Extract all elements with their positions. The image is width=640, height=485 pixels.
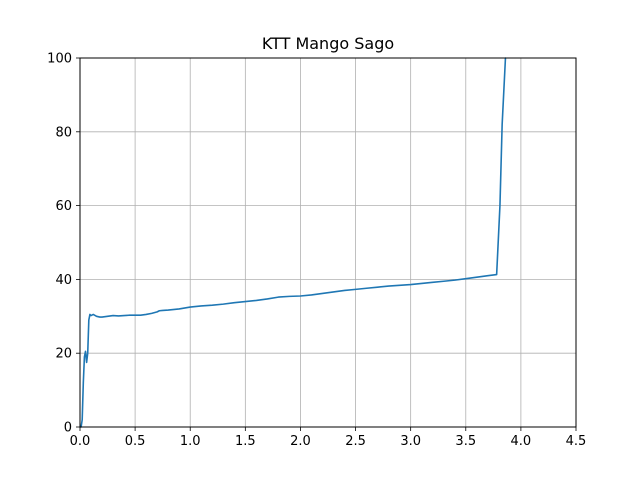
series-line [79,57,507,428]
y-tick-label: 80 [55,125,72,140]
x-tick-label: 3.5 [455,434,476,449]
plot-area-frame [79,57,577,428]
x-tick-label: 2.0 [290,434,311,449]
x-tick-label: 4.0 [511,434,532,449]
chart-title: KTT Mango Sago [262,34,394,53]
x-tick-label: 0.5 [125,434,146,449]
x-tick-label: 4.5 [566,434,587,449]
y-tick-label: 0 [64,421,72,436]
x-tick-label: 0.0 [70,434,91,449]
axis-ticks: 0.0 0.5 1.0 1.5 2.0 2.5 3.0 3.5 4.0 4.5 0 20 40 60 80 1… [47,52,586,450]
x-tick-label: 1.0 [180,434,201,449]
y-tick-label: 100 [47,52,72,67]
y-tick-label: 40 [55,273,72,288]
y-tick-label: 20 [55,347,72,362]
x-tick-label: 1.5 [235,434,256,449]
y-tick-label: 60 [55,199,72,214]
x-tick-label: 2.5 [345,434,366,449]
series-layer [79,57,507,428]
x-tick-label: 3.0 [400,434,421,449]
